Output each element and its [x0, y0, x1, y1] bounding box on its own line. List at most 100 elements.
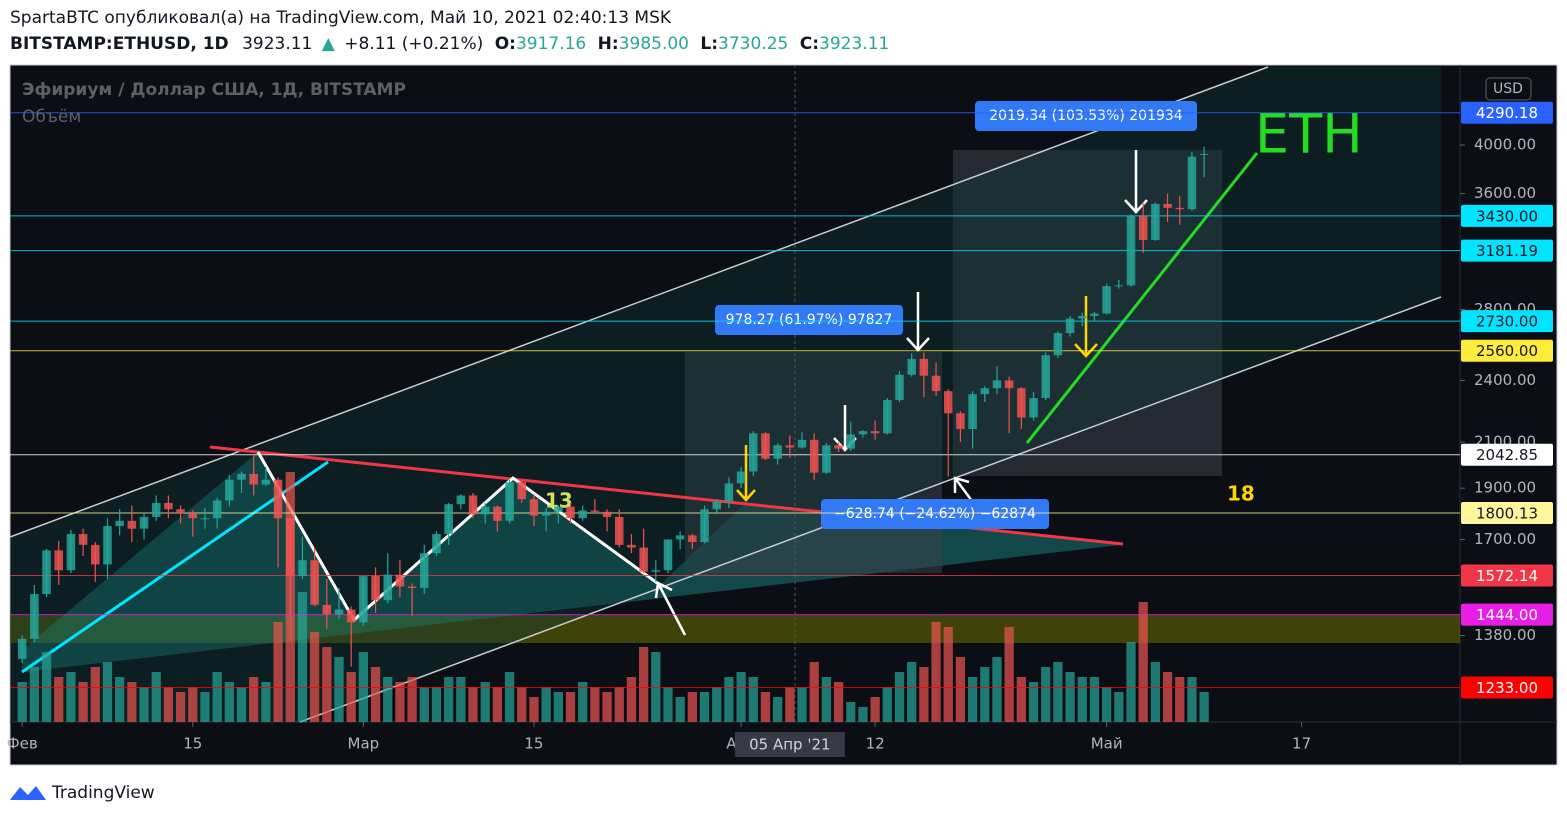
volume-bar: [419, 687, 429, 722]
candle-body: [627, 544, 636, 548]
volume-bar: [78, 682, 88, 722]
candle-body: [614, 516, 624, 545]
volume-bar: [590, 687, 600, 722]
level-tag: [1461, 603, 1553, 626]
candle-body: [724, 483, 734, 502]
count-label: 18: [1227, 482, 1255, 506]
volume-bar: [102, 662, 113, 722]
volume-bar: [578, 682, 588, 722]
volume-bar: [773, 697, 783, 722]
candle-body: [529, 499, 539, 516]
candle-body: [541, 511, 551, 516]
volume-bar: [90, 667, 100, 722]
volume-bar: [127, 682, 137, 722]
volume-bar: [858, 707, 868, 722]
candle-body: [273, 479, 283, 519]
symbol: BITSTAMP:ETHUSD, 1D: [10, 34, 229, 54]
candle-body: [164, 502, 173, 510]
candle-body: [1102, 286, 1111, 314]
level-tag: [1461, 564, 1553, 587]
y-tick-label: 1700.00: [1474, 530, 1536, 548]
candle-body: [883, 400, 892, 434]
volume-bar: [565, 692, 576, 722]
y-tick-label: 1900.00: [1474, 479, 1536, 497]
volume-bar: [66, 672, 76, 722]
candle-body: [1041, 355, 1050, 399]
candle-body: [225, 479, 234, 501]
level-label: 3430.00: [1476, 207, 1538, 225]
y-tick-label: 1380.00: [1474, 626, 1536, 644]
measure-box: [821, 499, 1049, 529]
candle-body: [200, 518, 210, 520]
last-price: 3923.11: [242, 34, 312, 54]
candle-body: [249, 473, 258, 485]
y-tick-label: 3600.00: [1474, 184, 1536, 202]
candle-body: [1151, 203, 1160, 240]
candle-body: [907, 358, 916, 375]
c-label: C:: [800, 34, 819, 54]
measure-box: [715, 305, 903, 335]
candle-body: [1029, 398, 1038, 418]
x-tick-label: Мар: [348, 735, 380, 753]
candle-body: [66, 534, 76, 571]
measure-label: 978.27 (61.97%) 97827: [726, 312, 893, 328]
volume-bar: [480, 682, 490, 722]
volume-bar: [1199, 692, 1209, 722]
level-tag: [1461, 239, 1553, 262]
volume-bar: [224, 682, 234, 722]
volume-bar: [541, 687, 551, 722]
volume-bar: [370, 667, 381, 722]
candle-body: [712, 501, 721, 510]
volume-bar: [1028, 682, 1039, 722]
level-tag: [1461, 676, 1553, 699]
level-label: 2560.00: [1476, 342, 1538, 360]
candle-body: [1078, 316, 1087, 319]
measure-box: [975, 101, 1197, 131]
chart-subtitle: Объём: [22, 107, 81, 127]
volume-bar: [261, 682, 271, 722]
volume-bar: [529, 697, 539, 722]
volume-bar: [492, 687, 503, 722]
currency[interactable]: USD: [1493, 81, 1523, 97]
volume-bar: [846, 702, 856, 722]
eth-label: ETH: [1255, 103, 1363, 166]
volume-bar: [200, 692, 210, 722]
volume-bar: [297, 592, 308, 722]
level-tag: [1461, 443, 1553, 466]
level-label: 1572.14: [1476, 567, 1538, 585]
volume-bar: [383, 677, 393, 722]
level-tag: [1461, 101, 1553, 124]
volume-bar: [663, 687, 673, 722]
currency-button[interactable]: [1485, 77, 1532, 101]
candle-body: [54, 550, 64, 571]
candle-body: [943, 391, 953, 414]
volume-bar: [17, 682, 27, 722]
candle-body: [602, 511, 612, 517]
candle-body: [749, 433, 758, 472]
volume-bar: [236, 687, 247, 722]
candle-body: [1199, 153, 1209, 155]
volume-bar: [833, 682, 844, 722]
candle-body: [1004, 380, 1014, 389]
candle-body: [139, 516, 149, 529]
candle-body: [285, 518, 295, 577]
candle-body: [359, 576, 368, 623]
publish-line: SpartaBTC опубликовал(а) на TradingView.…: [10, 8, 672, 28]
candle-body: [127, 520, 137, 529]
o-label: O:: [495, 34, 516, 54]
x-tick-label: 17: [1292, 735, 1311, 753]
candle-body: [956, 413, 965, 430]
volume-bar: [407, 677, 417, 722]
h-label: H:: [598, 34, 619, 54]
volume-bar: [797, 687, 807, 722]
candle-body: [1065, 318, 1075, 334]
chart-title: Эфириум / Доллар США, 1Д, BITSTAMP: [22, 80, 406, 100]
candle-body: [1187, 156, 1197, 210]
candle-body: [736, 471, 746, 484]
volume-bar: [1016, 677, 1026, 722]
volume-bar: [395, 682, 405, 722]
candle-body: [212, 500, 222, 519]
volume-bar: [992, 657, 1002, 722]
candle-body: [554, 506, 563, 512]
h-value: 3985.00: [619, 34, 689, 54]
